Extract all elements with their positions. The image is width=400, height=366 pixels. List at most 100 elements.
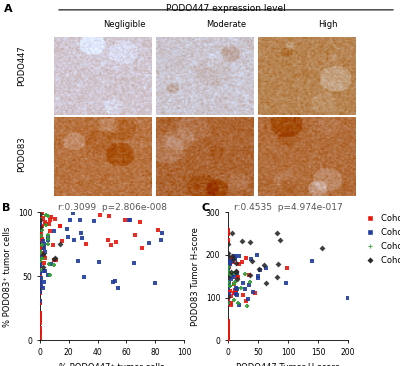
Title: r:0.3099  p=2.806e-008: r:0.3099 p=2.806e-008 xyxy=(58,202,166,212)
Point xyxy=(37,279,43,285)
Point xyxy=(45,238,51,243)
Point xyxy=(250,289,256,295)
Point xyxy=(37,320,43,325)
Text: B: B xyxy=(2,203,10,213)
Point xyxy=(225,253,231,259)
Point xyxy=(37,329,43,335)
Point xyxy=(57,223,64,229)
Point xyxy=(79,235,86,241)
Point xyxy=(225,288,231,294)
Point xyxy=(225,269,231,274)
Point xyxy=(247,279,254,285)
Point xyxy=(230,259,236,265)
Point xyxy=(229,258,235,264)
Point xyxy=(37,222,44,228)
Point xyxy=(236,261,242,267)
Point xyxy=(37,289,43,295)
Point xyxy=(225,335,231,340)
Point xyxy=(37,248,43,254)
Point xyxy=(37,314,43,320)
Point xyxy=(226,283,232,289)
Point xyxy=(277,237,284,243)
Point xyxy=(37,282,43,288)
Point xyxy=(48,214,54,220)
Point xyxy=(231,272,238,278)
Point xyxy=(345,295,351,301)
Point xyxy=(126,217,132,223)
Point xyxy=(227,284,234,290)
Point xyxy=(41,260,48,266)
Point xyxy=(228,269,234,274)
Point xyxy=(225,280,232,286)
Point xyxy=(44,213,51,219)
Point xyxy=(309,258,316,264)
Point xyxy=(37,310,43,316)
Point xyxy=(37,216,43,221)
Point xyxy=(45,235,52,240)
Point xyxy=(238,285,245,291)
Point xyxy=(59,238,65,244)
Point xyxy=(40,255,46,261)
Point xyxy=(42,268,48,274)
Point xyxy=(239,259,245,265)
Point xyxy=(235,300,241,306)
Point xyxy=(225,295,231,300)
Point xyxy=(233,289,239,295)
Point xyxy=(37,262,43,268)
Point xyxy=(226,258,233,264)
Point xyxy=(43,212,49,218)
Point xyxy=(225,282,231,288)
Point xyxy=(227,283,234,289)
Point xyxy=(225,331,231,337)
Point xyxy=(37,257,43,262)
Point xyxy=(37,300,43,306)
Point xyxy=(37,220,44,225)
Title: r:0.4535  p=4.974e-017: r:0.4535 p=4.974e-017 xyxy=(234,202,342,212)
Point xyxy=(225,281,231,287)
Point xyxy=(225,283,231,289)
Point xyxy=(229,230,235,236)
Point xyxy=(225,259,231,265)
Point xyxy=(37,250,43,256)
Point xyxy=(228,273,235,279)
Point xyxy=(236,302,243,307)
Point xyxy=(37,298,43,304)
Point xyxy=(248,256,254,262)
Legend: Cohort A, Cohort B, Cohort C, Cohort D: Cohort A, Cohort B, Cohort C, Cohort D xyxy=(362,214,400,265)
Point xyxy=(225,285,231,291)
Point xyxy=(37,312,43,318)
Point xyxy=(225,264,231,270)
Point xyxy=(225,285,231,291)
Point xyxy=(37,314,43,320)
Point xyxy=(230,274,236,280)
Point xyxy=(225,295,231,301)
Point xyxy=(37,222,43,228)
Point xyxy=(225,294,231,300)
Point xyxy=(37,262,43,268)
Point xyxy=(225,281,231,287)
Point xyxy=(47,217,54,223)
Point xyxy=(230,298,237,303)
Point xyxy=(227,258,233,264)
Text: PODO447: PODO447 xyxy=(18,45,26,86)
Point xyxy=(137,219,144,225)
Point xyxy=(42,249,48,254)
Point xyxy=(225,298,231,304)
Point xyxy=(225,256,231,262)
Point xyxy=(225,256,231,262)
Point xyxy=(233,276,240,282)
Point xyxy=(38,275,45,281)
Point xyxy=(155,227,162,233)
Point xyxy=(226,273,232,279)
Point xyxy=(47,228,53,234)
Point xyxy=(234,292,241,298)
Point xyxy=(225,279,231,285)
Point xyxy=(227,272,233,278)
Point xyxy=(37,290,43,295)
Point xyxy=(47,272,53,278)
Point xyxy=(255,275,262,281)
Point xyxy=(104,237,111,243)
Point xyxy=(225,254,231,259)
Point xyxy=(37,211,43,217)
Y-axis label: PODO83 Tumor H-score: PODO83 Tumor H-score xyxy=(191,227,200,326)
